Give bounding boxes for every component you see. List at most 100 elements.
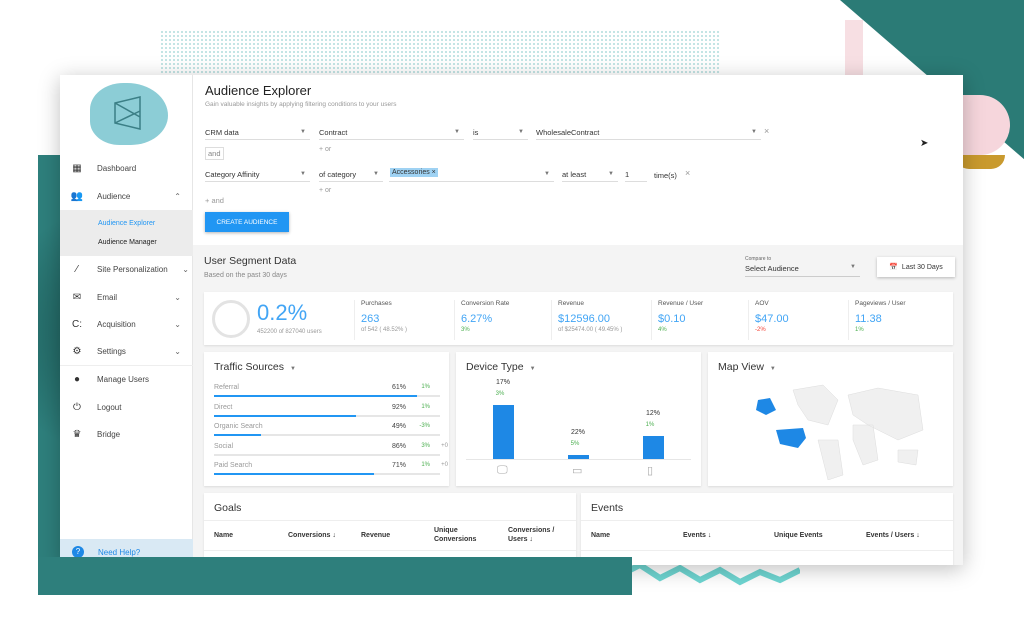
sidebar-item-email[interactable]: ✉ Email ⌄	[60, 284, 193, 312]
device-pct-label: 22%	[570, 429, 585, 437]
sidebar-item-settings[interactable]: ⚙ Settings ⌄	[60, 339, 193, 366]
add-and-link[interactable]: + and	[205, 196, 224, 205]
device-axis	[466, 459, 691, 460]
caret-down-icon: ▼	[850, 264, 856, 270]
stat-aov: AOV $47.00 -2%	[748, 300, 789, 340]
device-type-dropdown[interactable]: Device Type ▼	[466, 361, 536, 373]
attribute-select[interactable]: of category ▼	[319, 170, 383, 182]
events-header-name[interactable]: Name	[591, 532, 611, 539]
goals-header-revenue[interactable]: Revenue	[361, 532, 391, 539]
traffic-source-name: Referral	[214, 384, 239, 391]
value-select[interactable]: WholesaleContract ▼	[536, 128, 761, 140]
field-select[interactable]: Category Affinity ▼	[205, 170, 310, 182]
map-region-alaska	[756, 398, 776, 415]
sidebar-item-acquisition[interactable]: C: Acquisition ⌄	[72, 319, 181, 331]
sidebar: ▦ Dashboard 👥 Audience ⌃ Audience Explorer …	[60, 75, 193, 565]
main-content: Audience Explorer Gain valuable insights…	[193, 75, 963, 565]
events-header-events[interactable]: Events ↓	[683, 532, 712, 539]
chevron-down-icon: ⌄	[174, 320, 181, 330]
mouse-cursor-icon: ➤	[920, 138, 929, 149]
compare-select[interactable]: Select Audience ▼	[745, 264, 860, 277]
traffic-source-name: Social	[214, 442, 234, 450]
stat-pageviews-per-user: Pageviews / User 11.38 1%	[848, 300, 906, 340]
category-select[interactable]: ▼	[389, 170, 554, 182]
goals-header-name[interactable]: Name	[214, 532, 234, 539]
sidebar-item-logout[interactable]: ⏻ Logout	[60, 394, 193, 422]
stat-purchases: Purchases 263 of 542 ( 48.52% )	[354, 300, 407, 340]
operator-select[interactable]: at least ▼	[562, 170, 618, 182]
map-view-card: Map View ▼	[708, 352, 953, 486]
traffic-source-change: 1%	[421, 462, 430, 468]
sidebar-item-audience-manager[interactable]: Audience Manager	[98, 239, 157, 246]
segment-subtitle: Based on the past 30 days	[204, 272, 287, 279]
goals-header-conversions[interactable]: Conversions ↓	[288, 532, 336, 539]
app-window: ▦ Dashboard 👥 Audience ⌃ Audience Explorer …	[60, 75, 963, 565]
traffic-source-row: Organic Search 49% -3%	[214, 423, 440, 442]
traffic-source-name: Paid Search	[214, 462, 253, 469]
sidebar-item-audience[interactable]: 👥 Audience ⌃	[70, 190, 181, 202]
add-or-link[interactable]: + or	[319, 146, 332, 153]
share-value: 0.2%	[257, 300, 308, 325]
category-chip[interactable]: Accessories ×	[390, 168, 438, 177]
sidebar-item-audience-explorer[interactable]: Audience Explorer	[98, 220, 156, 227]
traffic-source-bar-track	[214, 395, 440, 397]
remove-condition-icon[interactable]: ×	[685, 168, 691, 178]
decor-zigzag	[620, 561, 800, 586]
stat-revenue: Revenue $12596.00 of $25474.00 ( 49.45% )	[551, 300, 622, 340]
caret-down-icon: ▼	[529, 366, 536, 372]
traffic-source-row: Social 86% 3% +0	[214, 442, 448, 462]
goals-card: Goals Name Conversions ↓ Revenue Unique …	[204, 493, 576, 565]
add-or-link[interactable]: + or	[319, 187, 332, 194]
power-icon: ⏻	[73, 401, 81, 413]
decor-marble-band	[38, 557, 632, 595]
remove-condition-icon[interactable]: ×	[764, 126, 770, 136]
acquisition-icon: C:	[72, 319, 82, 331]
goals-header-unique-conversions[interactable]: Unique Conversions	[434, 527, 477, 543]
attribute-select[interactable]: Contract ▼	[319, 128, 464, 140]
sidebar-item-dashboard[interactable]: ▦ Dashboard	[60, 155, 193, 183]
sidebar-item-site-personalization[interactable]: ⁄ Site Personalization ⌄	[60, 256, 193, 284]
traffic-sources-card: Traffic Sources ▼ Referral 61% 1% Direct …	[204, 352, 449, 486]
sidebar-item-manage-users[interactable]: ● Manage Users	[60, 366, 193, 394]
caret-down-icon: ▼	[608, 171, 614, 177]
traffic-source-row: Direct 92% 1%	[214, 404, 440, 423]
goals-header-conversions-per-user[interactable]: Conversions / Users ↓	[508, 527, 555, 543]
events-title: Events	[591, 502, 624, 514]
chevron-up-icon: ⌃	[174, 191, 181, 201]
traffic-source-row: Paid Search 71% 1% +0	[214, 462, 448, 481]
sidebar-nav: ▦ Dashboard 👥 Audience ⌃ Audience Explorer …	[60, 155, 193, 449]
map-view-dropdown[interactable]: Map View ▼	[718, 361, 776, 373]
segment-title: User Segment Data	[204, 255, 297, 267]
device-bar	[493, 405, 514, 459]
traffic-source-bar	[214, 395, 418, 397]
operator-select[interactable]: is ▼	[473, 128, 528, 140]
device-pct-label: 17%	[495, 379, 510, 386]
traffic-source-pct: 71%	[391, 462, 406, 469]
events-card: Events Name Events ↓ Unique Events Event…	[581, 493, 953, 565]
stat-conversion-rate: Conversion Rate 6.27% 3%	[454, 300, 509, 340]
caret-down-icon: ▼	[751, 129, 757, 135]
traffic-source-name: Direct	[214, 403, 233, 411]
audience-submenu: Audience Explorer Audience Manager	[60, 210, 193, 256]
traffic-source-name: Organic Search	[214, 423, 263, 430]
date-range-button[interactable]: 📅 Last 30 Days	[877, 257, 955, 277]
sidebar-item-bridge[interactable]: ♛ Bridge	[60, 421, 193, 449]
caret-down-icon: ▼	[300, 171, 306, 177]
field-select[interactable]: CRM data ▼	[205, 128, 310, 140]
traffic-source-bar	[214, 473, 375, 475]
create-audience-button[interactable]: CREATE AUDIENCE	[205, 212, 289, 232]
events-header-events-per-user[interactable]: Events / Users ↓	[866, 532, 920, 539]
logo	[90, 83, 168, 145]
events-header-unique-events[interactable]: Unique Events	[774, 532, 823, 539]
unit-label: time(s)	[654, 171, 677, 180]
caret-down-icon: ▼	[373, 171, 379, 177]
traffic-sources-dropdown[interactable]: Traffic Sources ▼	[214, 361, 296, 373]
traffic-source-pct: 61%	[391, 384, 406, 391]
desktop-icon: 🖵	[497, 464, 508, 476]
device-bar	[568, 455, 589, 459]
close-icon[interactable]: ×	[429, 169, 436, 176]
count-input[interactable]: 1	[625, 170, 647, 182]
caret-down-icon: ▼	[300, 129, 306, 135]
people-icon: 👥	[70, 190, 84, 202]
share-sub: 452200 of 827040 users	[257, 329, 322, 335]
